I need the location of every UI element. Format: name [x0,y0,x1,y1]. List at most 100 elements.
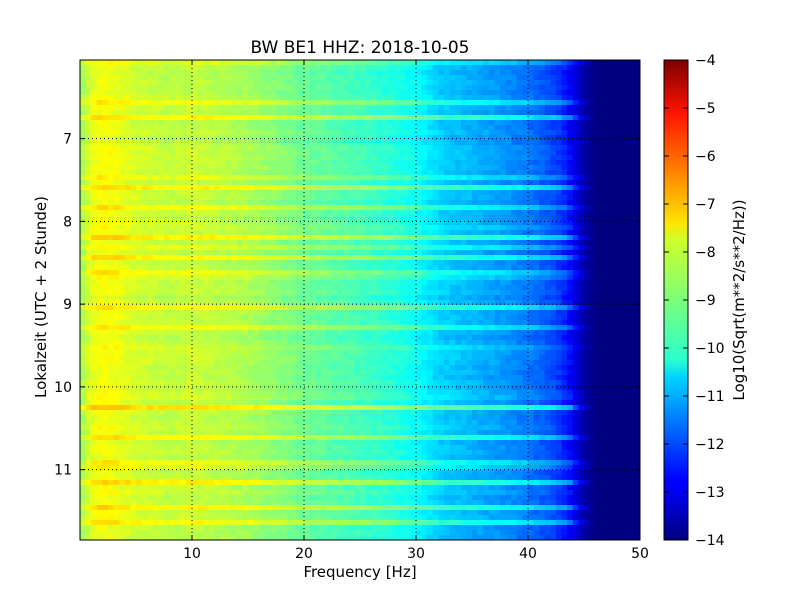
heatmap-cell [348,260,355,266]
heatmap-cell [455,265,462,271]
heatmap-cell [550,80,557,86]
heatmap-cell [169,140,176,146]
heatmap-cell [438,105,445,111]
heatmap-cell [203,220,210,226]
heatmap-cell [281,190,288,196]
heatmap-cell [332,140,339,146]
heatmap-cell [214,65,221,71]
heatmap-cell [393,190,400,196]
heatmap-cell [623,175,630,181]
heatmap-cell [348,130,355,136]
heatmap-cell [197,270,204,276]
heatmap-cell [96,110,103,116]
heatmap-cell [203,145,210,151]
heatmap-cell [96,230,103,236]
heatmap-cell [595,95,602,101]
heatmap-cell [315,135,322,141]
heatmap-cell [180,180,187,186]
heatmap-cell [365,260,372,266]
heatmap-cell [348,65,355,71]
heatmap-cell [460,90,467,96]
heatmap-cell [298,115,305,121]
heatmap-cell [421,145,428,151]
heatmap-cell [164,85,171,91]
heatmap-cell [309,70,316,76]
heatmap-cell [416,190,423,196]
heatmap-cell [472,165,479,171]
heatmap-cell [477,245,484,251]
heatmap-cell [550,100,557,106]
heatmap-cell [623,195,630,201]
heatmap-cell [544,225,551,231]
heatmap-cell [264,225,271,231]
heatmap-cell [298,240,305,246]
heatmap-cell [494,240,501,246]
heatmap-cell [584,205,591,211]
heatmap-cell [236,125,243,131]
heatmap-cell [169,195,176,201]
heatmap-cell [410,265,417,271]
heatmap-cell [578,190,585,196]
heatmap-cell [203,280,210,286]
heatmap-cell [141,100,148,106]
heatmap-cell [197,140,204,146]
heatmap-cell [376,135,383,141]
heatmap-cell [113,290,120,296]
heatmap-cell [130,70,137,76]
heatmap-cell [483,70,490,76]
heatmap-cell [281,100,288,106]
heatmap-cell [203,120,210,126]
heatmap-cell [416,240,423,246]
heatmap-cell [376,95,383,101]
heatmap-cell [197,115,204,121]
heatmap-cell [264,95,271,101]
heatmap-cell [348,210,355,216]
heatmap-cell [600,110,607,116]
heatmap-cell [169,190,176,196]
heatmap-cell [276,175,283,181]
heatmap-cell [438,170,445,176]
heatmap-cell [550,160,557,166]
heatmap-cell [147,100,154,106]
heatmap-cell [264,80,271,86]
heatmap-cell [85,265,92,271]
heatmap-cell [136,220,143,226]
heatmap-cell [360,105,367,111]
heatmap-cell [208,105,215,111]
heatmap-cell [455,240,462,246]
heatmap-cell [253,270,260,276]
heatmap-cell [516,295,523,301]
heatmap-cell [281,195,288,201]
heatmap-cell [186,65,193,71]
heatmap-cell [556,185,563,191]
heatmap-cell [388,95,395,101]
heatmap-cell [242,130,249,136]
heatmap-cell [528,220,535,226]
heatmap-cell [466,215,473,221]
heatmap-cell [449,60,456,66]
heatmap-cell [108,135,115,141]
heatmap-cell [500,150,507,156]
heatmap-cell [511,70,518,76]
heatmap-cell [326,240,333,246]
heatmap-cell [337,205,344,211]
heatmap-cell [152,290,159,296]
heatmap-cell [164,125,171,131]
heatmap-cell [404,165,411,171]
heatmap-cell [382,95,389,101]
heatmap-cell [416,230,423,236]
heatmap-cell [404,275,411,281]
heatmap-cell [427,255,434,261]
heatmap-cell [304,150,311,156]
heatmap-cell [309,110,316,116]
heatmap-cell [136,125,143,131]
heatmap-cell [516,155,523,161]
heatmap-cell [270,135,277,141]
heatmap-cell [108,240,115,246]
heatmap-cell [427,305,434,311]
heatmap-cell [136,250,143,256]
heatmap-cell [477,80,484,86]
heatmap-cell [376,185,383,191]
heatmap-cell [623,120,630,126]
heatmap-cell [192,245,199,251]
